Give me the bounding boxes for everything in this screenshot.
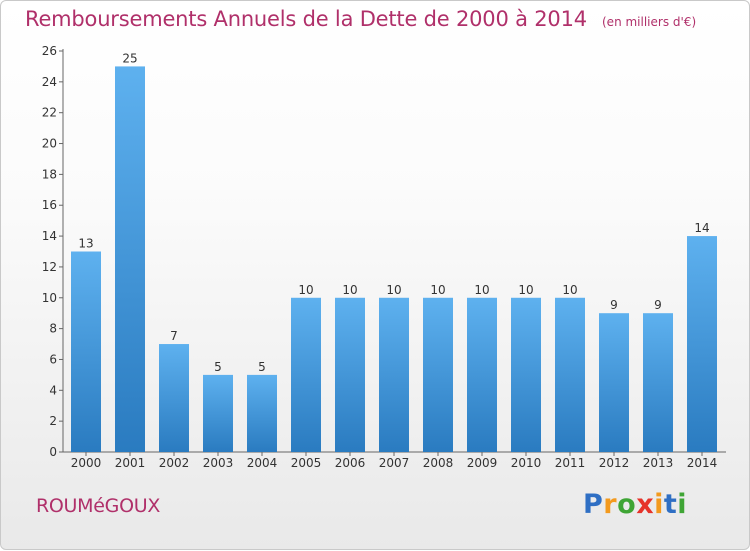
bar	[291, 297, 321, 452]
y-tick-label: 4	[49, 383, 57, 397]
x-tick-label: 2008	[423, 456, 454, 470]
x-tick-label: 2010	[511, 456, 542, 470]
bar	[687, 236, 717, 452]
bar-value-label: 10	[342, 283, 357, 297]
bar	[379, 297, 409, 452]
y-tick-label: 8	[49, 322, 57, 336]
bar-value-label: 9	[610, 298, 618, 312]
y-tick-label: 26	[42, 44, 57, 58]
y-tick-label: 2	[49, 414, 57, 428]
bar	[71, 251, 101, 452]
x-tick-label: 2004	[247, 456, 278, 470]
logo-letter: P	[583, 489, 604, 520]
x-tick-label: 2000	[71, 456, 102, 470]
x-tick-label: 2013	[643, 456, 674, 470]
x-tick-label: 2002	[159, 456, 190, 470]
bar-value-label: 5	[214, 360, 222, 374]
bar	[599, 313, 629, 452]
unit-note: (en milliers d'€)	[602, 15, 697, 29]
bar-value-label: 25	[122, 51, 137, 65]
logo-letter: t	[663, 489, 678, 520]
bar-value-label: 10	[298, 283, 313, 297]
x-tick-label: 2006	[335, 456, 366, 470]
proxiti-logo: Proxiti	[583, 489, 687, 520]
bar-value-label: 5	[258, 360, 266, 374]
bar-value-label: 10	[474, 283, 489, 297]
bar-value-label: 10	[518, 283, 533, 297]
chart-title-row: Remboursements Annuels de la Dette de 20…	[25, 7, 696, 31]
y-tick-label: 16	[42, 198, 57, 212]
bar-value-label: 14	[694, 221, 709, 235]
x-tick-label: 2012	[599, 456, 630, 470]
y-tick-label: 18	[42, 167, 57, 181]
bar	[247, 374, 277, 452]
y-tick-label: 22	[42, 106, 57, 120]
logo-letter: r	[603, 489, 618, 520]
bar	[555, 297, 585, 452]
x-tick-label: 2005	[291, 456, 322, 470]
bar	[115, 66, 145, 452]
y-tick-label: 0	[49, 445, 57, 459]
commune-name: ROUMéGOUX	[36, 495, 161, 517]
logo-letter: x	[636, 489, 655, 520]
x-tick-label: 2009	[467, 456, 498, 470]
bar	[643, 313, 673, 452]
y-tick-label: 20	[42, 137, 57, 151]
bar-value-label: 9	[654, 298, 662, 312]
x-tick-label: 2003	[203, 456, 234, 470]
y-tick-label: 10	[42, 291, 57, 305]
bar-value-label: 10	[386, 283, 401, 297]
bar-value-label: 13	[78, 237, 93, 251]
y-tick-label: 14	[42, 229, 57, 243]
x-tick-label: 2007	[379, 456, 410, 470]
y-tick-label: 24	[42, 75, 57, 89]
bar	[203, 374, 233, 452]
bar-value-label: 10	[430, 283, 445, 297]
x-tick-label: 2011	[555, 456, 586, 470]
bar	[511, 297, 541, 452]
bar	[159, 344, 189, 452]
bar	[335, 297, 365, 452]
chart-title: Remboursements Annuels de la Dette de 20…	[25, 7, 587, 31]
bar	[467, 297, 497, 452]
bar	[423, 297, 453, 452]
bar-value-label: 10	[562, 283, 577, 297]
x-tick-label: 2014	[687, 456, 718, 470]
y-tick-label: 12	[42, 260, 57, 274]
logo-letter: i	[677, 489, 688, 520]
bar-value-label: 7	[170, 329, 178, 343]
logo-letter: o	[617, 489, 637, 520]
y-tick-label: 6	[49, 352, 57, 366]
x-tick-label: 2001	[115, 456, 146, 470]
logo-letter: i	[654, 489, 664, 520]
